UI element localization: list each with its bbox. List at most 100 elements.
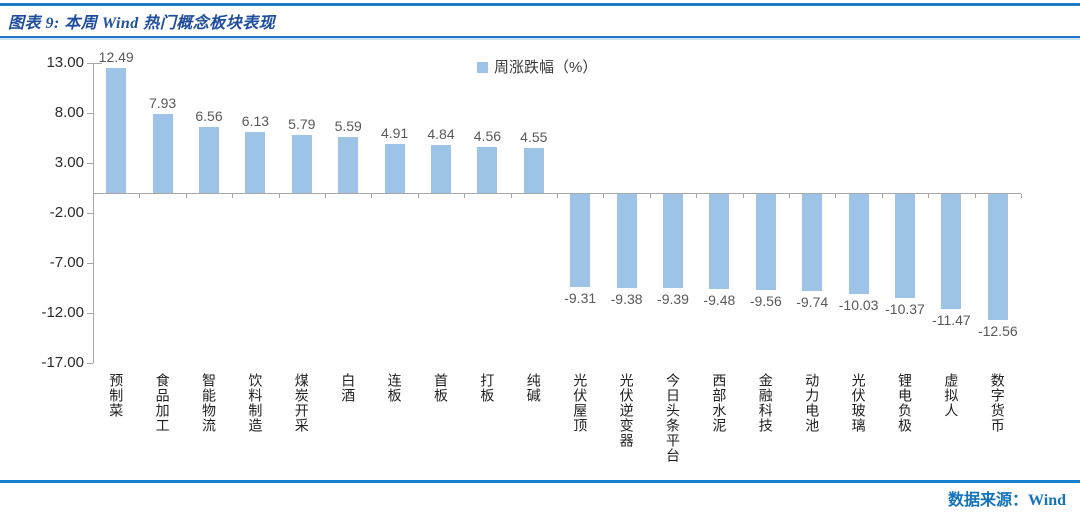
y-axis-label: 8.00 xyxy=(54,104,84,121)
y-axis-label: -2.00 xyxy=(49,204,84,221)
figure-title: 图表 9: 本周 Wind 热门概念板块表现 xyxy=(8,15,276,32)
data-source-caption: 数据来源：Wind xyxy=(948,492,1066,509)
bar-value-label: 4.91 xyxy=(380,124,409,141)
bar-value-label: -9.38 xyxy=(610,290,643,307)
bar xyxy=(848,194,869,295)
bar-value-label: 4.55 xyxy=(520,128,548,145)
bar xyxy=(663,194,683,288)
bar xyxy=(755,194,776,290)
bar-value-label: -9.48 xyxy=(703,291,736,308)
category-label: 光伏逆变器 xyxy=(618,373,635,448)
bar-value-label: 5.59 xyxy=(334,118,362,135)
x-axis-tick xyxy=(371,194,373,198)
y-axis-tick xyxy=(87,113,93,114)
category-label: 光伏玻璃 xyxy=(850,373,867,433)
footer-divider xyxy=(0,480,1080,483)
bar-value-label: -12.56 xyxy=(977,322,1018,339)
x-axis-tick xyxy=(93,194,94,198)
bar xyxy=(987,194,1008,320)
bar-value-label: 6.13 xyxy=(241,112,270,129)
legend-label: 周涨跌幅（%） xyxy=(494,59,598,76)
bar-value-label: 4.56 xyxy=(473,128,502,145)
category-label: 煤炭开采 xyxy=(293,373,310,433)
y-axis-tick xyxy=(87,263,93,264)
category-label: 纯碱 xyxy=(525,373,542,403)
bar xyxy=(152,113,173,193)
category-label: 白酒 xyxy=(340,373,357,403)
x-axis-tick xyxy=(417,194,419,198)
bar xyxy=(199,127,219,193)
category-label: 锂电负极 xyxy=(897,373,913,433)
bar xyxy=(384,143,405,193)
x-axis-tick xyxy=(557,194,558,198)
x-axis-baseline xyxy=(93,193,1021,194)
bar xyxy=(616,194,637,288)
y-axis-tick xyxy=(87,163,93,164)
bar xyxy=(338,137,359,193)
bar-value-label: -10.37 xyxy=(885,300,925,317)
y-axis-label: -12.00 xyxy=(41,304,84,321)
category-label: 预制菜 xyxy=(108,373,125,418)
y-axis-tick xyxy=(87,213,93,214)
y-axis-tick xyxy=(87,313,93,314)
category-label: 光伏屋顶 xyxy=(572,373,589,433)
x-axis-tick xyxy=(649,194,651,198)
category-label: 今日头条平台 xyxy=(665,373,681,463)
category-label: 食品加工 xyxy=(154,373,171,433)
bar-value-label: -9.56 xyxy=(749,292,782,309)
y-axis-tick xyxy=(87,363,93,364)
y-axis-label: -17.00 xyxy=(41,354,84,371)
x-axis-tick xyxy=(742,194,744,198)
x-axis-tick xyxy=(974,194,976,198)
bar xyxy=(431,144,451,193)
bar xyxy=(477,147,498,193)
y-axis-label: 3.00 xyxy=(54,154,84,171)
bar-value-label: 7.93 xyxy=(148,94,177,111)
x-axis-tick xyxy=(835,194,837,198)
y-axis-line xyxy=(93,63,94,363)
x-axis-tick xyxy=(278,194,280,198)
x-axis-tick xyxy=(464,194,466,198)
bar xyxy=(523,147,544,193)
bar-value-label: -9.74 xyxy=(796,294,829,311)
top-divider xyxy=(0,3,1080,6)
bar-value-label: -10.03 xyxy=(838,297,879,314)
x-axis-tick xyxy=(185,194,187,198)
x-axis-tick xyxy=(232,194,234,198)
legend-swatch-icon xyxy=(477,62,488,73)
category-label: 打板 xyxy=(479,373,496,403)
bar-value-label: -11.47 xyxy=(932,311,971,328)
y-axis-tick xyxy=(87,63,93,64)
bar xyxy=(709,194,730,289)
x-axis-tick xyxy=(510,194,512,198)
category-label: 饮料制造 xyxy=(247,373,264,433)
category-label: 虚拟人 xyxy=(943,373,960,418)
x-axis-tick xyxy=(789,194,790,198)
category-label: 智能物流 xyxy=(201,373,217,433)
bar-value-label: 4.84 xyxy=(427,125,455,142)
x-axis-tick xyxy=(928,194,930,198)
legend: 周涨跌幅（%） xyxy=(477,56,597,77)
bar-value-label: -9.31 xyxy=(564,290,597,307)
bar xyxy=(941,194,962,309)
category-label: 金融科技 xyxy=(757,373,774,433)
bar xyxy=(291,135,312,193)
x-axis-tick xyxy=(881,194,883,198)
bar xyxy=(245,131,266,193)
x-axis-tick xyxy=(1021,194,1022,198)
bar-value-label: -9.39 xyxy=(657,290,689,307)
x-axis-tick xyxy=(603,194,605,198)
y-axis-label: 13.00 xyxy=(46,54,84,71)
category-label: 首板 xyxy=(433,373,449,403)
y-axis-label: -7.00 xyxy=(49,254,84,271)
bar-value-label: 5.79 xyxy=(288,116,316,133)
x-axis-tick xyxy=(139,194,141,198)
x-axis-tick xyxy=(696,194,698,198)
bar-value-label: 6.56 xyxy=(195,108,223,125)
bar xyxy=(106,68,127,193)
category-label: 连板 xyxy=(386,373,403,403)
title-divider xyxy=(0,36,1080,38)
category-label: 动力电池 xyxy=(804,373,821,433)
